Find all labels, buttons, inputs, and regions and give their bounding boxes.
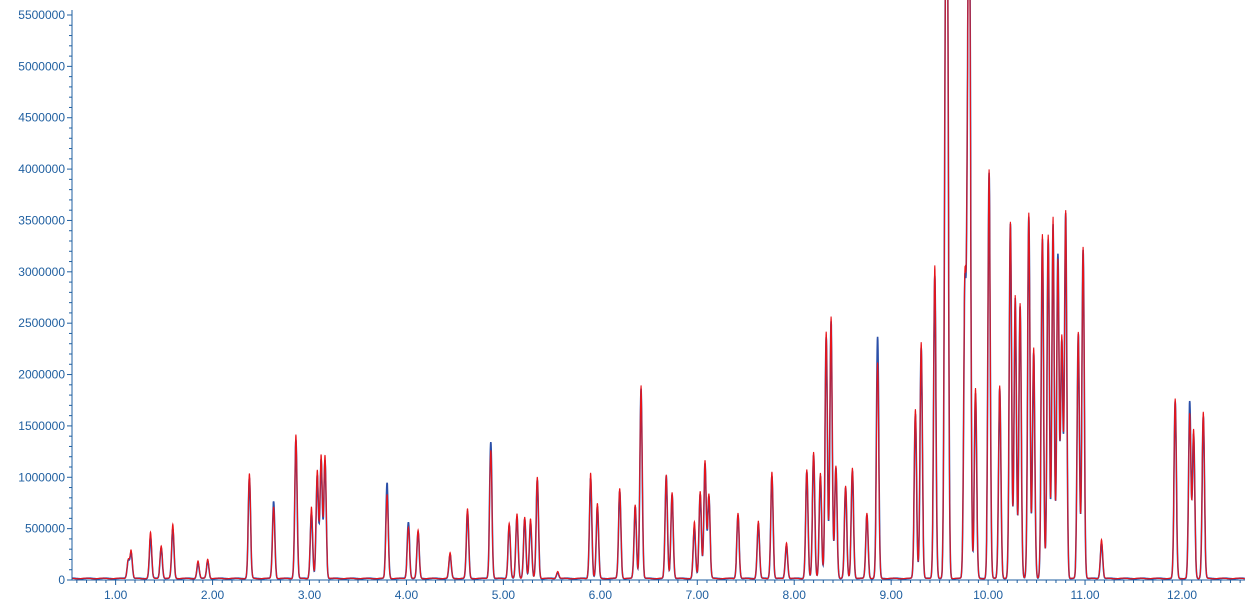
series-layer: [72, 0, 1245, 580]
y-tick-label: 5500000: [18, 8, 65, 22]
x-tick-label: 12.00: [1167, 588, 1197, 602]
x-tick-label: 6.00: [589, 588, 613, 602]
y-tick-label: 3500000: [18, 213, 65, 227]
y-tick-label: 2000000: [18, 368, 65, 382]
x-tick-label: 2.00: [201, 588, 225, 602]
y-tick-label: 5000000: [18, 59, 65, 73]
x-tick-label: 5.00: [492, 588, 516, 602]
y-tick-label: 4500000: [18, 111, 65, 125]
x-tick-label: 8.00: [783, 588, 807, 602]
axis-layer: 0 500000 1000000 1500000 2000000 2500000 30000…: [18, 8, 1245, 602]
series-trace-1: [72, 0, 1245, 580]
y-tick-label: 0: [58, 573, 65, 587]
x-tick-label: 10.00: [973, 588, 1003, 602]
x-tick-label: 4.00: [395, 588, 419, 602]
x-tick-label: 1.00: [104, 588, 128, 602]
series-trace-2: [72, 0, 1245, 580]
y-tick-label: 2500000: [18, 316, 65, 330]
x-tick-label: 3.00: [298, 588, 322, 602]
y-tick-label: 1500000: [18, 419, 65, 433]
x-tick-label: 9.00: [879, 588, 903, 602]
x-tick-label: 11.00: [1070, 588, 1099, 602]
y-tick-label: 3000000: [18, 265, 65, 279]
x-tick-label: 7.00: [686, 588, 710, 602]
y-tick-label: 1000000: [18, 470, 65, 484]
y-tick-label: 500000: [25, 522, 65, 536]
y-tick-label: 4000000: [18, 162, 65, 176]
